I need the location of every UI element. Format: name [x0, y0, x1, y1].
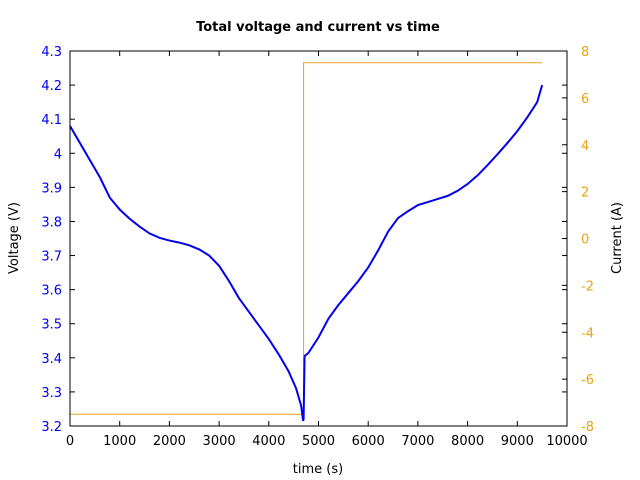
left-tick-label: 3.8	[41, 215, 62, 230]
left-tick-label: 4.3	[41, 45, 62, 60]
x-tick-label: 0	[66, 434, 74, 449]
left-tick-label: 3.6	[41, 284, 62, 299]
right-tick-label: 2	[581, 186, 589, 201]
left-tick-label: 3.3	[41, 386, 62, 401]
x-tick-label: 9000	[501, 434, 534, 449]
left-tick-label: 3.4	[41, 352, 62, 367]
y-axis-label-right: Current (A)	[610, 202, 625, 274]
right-tick-label: -6	[581, 373, 594, 388]
left-tick-label: 3.7	[41, 250, 62, 265]
right-tick-label: 6	[581, 92, 589, 107]
x-tick-label: 10000	[546, 434, 587, 449]
right-tick-label: 0	[581, 233, 589, 248]
x-axis-ticks: 0 1000 2000 3000 4000 5000 6000 7000 8000 9000 100…	[66, 51, 588, 449]
left-tick-label: 4.2	[41, 79, 62, 94]
left-axis-ticks: 3.2 3.3 3.4 3.5 3.6 3.7 3.8 3.9 4 4.1 4.2 4.3	[41, 45, 567, 435]
left-tick-label: 4.1	[41, 113, 62, 128]
right-tick-label: -2	[581, 279, 594, 294]
x-tick-label: 6000	[352, 434, 385, 449]
left-tick-label: 3.5	[41, 318, 62, 333]
x-tick-label: 8000	[451, 434, 484, 449]
right-tick-label: 4	[581, 139, 589, 154]
left-tick-label: 4	[54, 147, 62, 162]
x-tick-label: 4000	[252, 434, 285, 449]
x-tick-label: 1000	[103, 434, 136, 449]
left-tick-label: 3.9	[41, 181, 62, 196]
left-tick-label: 3.2	[41, 420, 62, 435]
series-line-current	[70, 62, 543, 415]
chart-title: Total voltage and current vs time	[196, 20, 440, 35]
x-tick-label: 7000	[401, 434, 434, 449]
y-axis-label-left: Voltage (V)	[7, 202, 22, 274]
x-tick-label: 5000	[302, 434, 335, 449]
x-tick-label: 2000	[153, 434, 186, 449]
right-tick-label: -8	[581, 420, 594, 435]
x-axis-label: time (s)	[293, 462, 343, 477]
plot-frame	[69, 50, 568, 427]
x-tick-label: 3000	[203, 434, 236, 449]
right-axis-ticks: -8 -6 -4 -2 0 2 4 6 8	[562, 45, 594, 435]
right-tick-label: 8	[581, 45, 589, 60]
right-tick-label: -4	[581, 326, 594, 341]
series-line-voltage	[69, 84, 544, 422]
